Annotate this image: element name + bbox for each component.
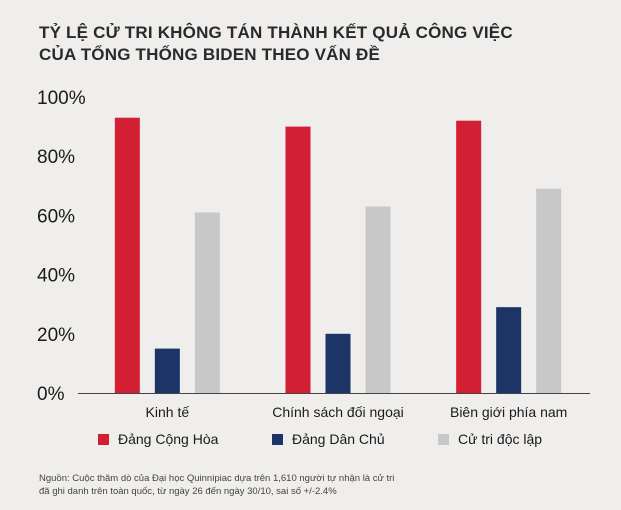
legend-swatch-democrat (272, 433, 283, 445)
chart-title: TỶ LỆ CỬ TRI KHÔNG TÁN THÀNH KẾT QUẢ CÔN… (39, 22, 599, 66)
bar-chart: 0% 20% 40% 60% 80% 100% Kinh tế Chính sách đối … (37, 88, 590, 420)
source-note: Nguồn: Cuộc thăm dò của Đại học Quinnipi… (39, 472, 599, 498)
bar (456, 120, 482, 394)
bar (496, 307, 522, 393)
legend-label-democrat: Đảng Dân Chủ (292, 431, 385, 447)
x-tick-label: Chính sách đối ngoại (272, 404, 404, 420)
chart-legend: Đảng Cộng Hòa Đảng Dân Chủ Cử tri độc lậ… (0, 431, 621, 453)
bar (325, 333, 351, 393)
y-tick-label: 80% (37, 147, 75, 168)
y-tick-label: 40% (37, 266, 75, 287)
y-tick-label: 60% (37, 206, 75, 227)
y-tick-label: 0% (37, 384, 65, 405)
bar (154, 348, 180, 393)
x-tick-label: Kinh tế (146, 404, 190, 420)
source-note-line-2: đã ghi danh trên toàn quốc, từ ngày 26 đ… (39, 486, 337, 497)
legend-label-independent: Cử tri độc lập (458, 431, 543, 447)
legend-item-independent: Cử tri độc lập (438, 431, 542, 447)
chart-title-line-2: CỦA TỔNG THỐNG BIDEN THEO VẤN ĐỀ (39, 45, 381, 64)
legend-label-republican: Đảng Cộng Hòa (118, 431, 219, 447)
legend-swatch-republican (98, 433, 109, 445)
legend-swatch-independent (438, 433, 449, 445)
bar (365, 206, 391, 393)
x-tick-label: Biên giới phía nam (450, 404, 567, 420)
bar (285, 126, 311, 393)
y-tick-label: 20% (37, 325, 75, 346)
bar (536, 188, 562, 393)
y-tick-label: 100% (37, 88, 86, 109)
chart-title-line-1: TỶ LỆ CỬ TRI KHÔNG TÁN THÀNH KẾT QUẢ CÔN… (39, 23, 513, 42)
legend-item-republican: Đảng Cộng Hòa (98, 431, 218, 447)
bar (194, 212, 220, 393)
bar (114, 117, 140, 393)
source-note-line-1: Nguồn: Cuộc thăm dò của Đại học Quinnipi… (39, 473, 395, 484)
legend-item-democrat: Đảng Dân Chủ (272, 431, 385, 447)
